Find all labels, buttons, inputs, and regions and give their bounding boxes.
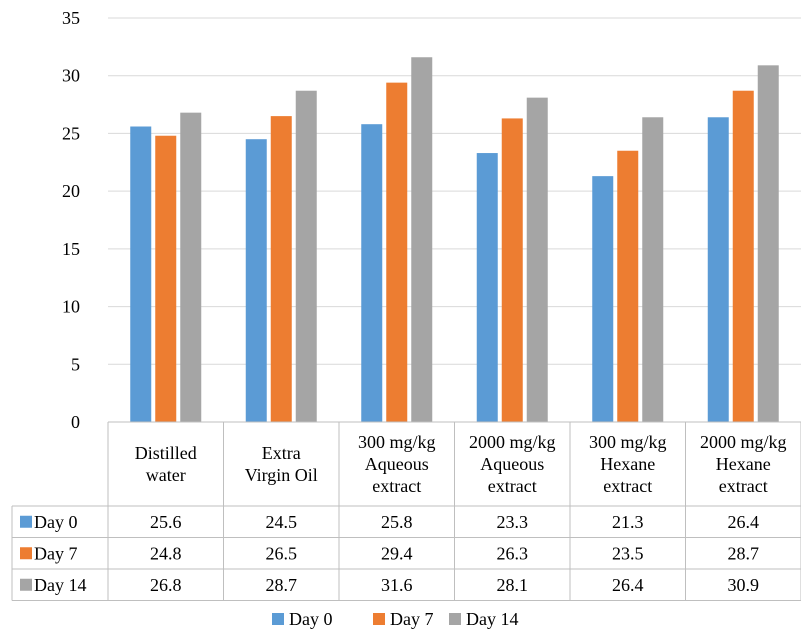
y-tick-label: 20 xyxy=(62,181,80,201)
category-label: water xyxy=(146,465,186,485)
data-label: 25.8 xyxy=(381,512,413,532)
category-label: 2000 mg/kg xyxy=(469,432,556,452)
category-label: Hexane xyxy=(600,454,655,474)
y-tick-label: 10 xyxy=(62,297,80,317)
bar-day-0 xyxy=(592,176,614,422)
bar-day-14 xyxy=(642,117,664,423)
bar-day-0 xyxy=(361,124,383,423)
category-label: extract xyxy=(603,476,652,496)
bars xyxy=(130,57,779,423)
category-label: extract xyxy=(488,476,537,496)
bar-day-14 xyxy=(411,57,433,422)
data-label: 28.1 xyxy=(497,575,529,595)
legend-swatch xyxy=(449,613,461,625)
bar-day-14 xyxy=(295,90,317,422)
table-series-name: Day 7 xyxy=(34,543,78,563)
table-legend-key xyxy=(20,515,32,528)
y-tick-label: 0 xyxy=(71,412,80,432)
category-label: Aqueous xyxy=(365,454,429,474)
category-label: Aqueous xyxy=(480,454,544,474)
y-axis: 0 5 10 15 20 25 30 35 xyxy=(62,8,80,432)
category-label: extract xyxy=(372,476,421,496)
data-label: 23.3 xyxy=(497,512,529,532)
table-legend-key xyxy=(20,547,32,560)
legend-swatch xyxy=(373,613,385,625)
legend-label: Day 7 xyxy=(390,609,434,629)
bar-day-7 xyxy=(501,118,523,423)
bar-day-7 xyxy=(270,116,292,422)
table-legend-key xyxy=(20,578,32,591)
legend-swatch xyxy=(272,613,284,625)
data-label: 30.9 xyxy=(728,575,760,595)
legend-label: Day 14 xyxy=(466,609,519,629)
category-label: Extra xyxy=(262,443,301,463)
data-label: 26.5 xyxy=(266,543,298,563)
gridlines xyxy=(108,17,801,365)
data-label: 25.6 xyxy=(150,512,182,532)
data-label: 28.7 xyxy=(266,575,298,595)
data-label: 26.4 xyxy=(612,575,644,595)
data-label: 26.8 xyxy=(150,575,182,595)
y-tick-label: 30 xyxy=(62,66,80,86)
bar-day-0 xyxy=(707,117,729,423)
table-series-name: Day 14 xyxy=(34,575,87,595)
data-label: 21.3 xyxy=(612,512,644,532)
legend: Day 0 Day 7 Day 14 xyxy=(272,609,519,629)
data-label: 28.7 xyxy=(728,543,760,563)
legend-label: Day 0 xyxy=(289,609,333,629)
bar-day-14 xyxy=(180,112,202,422)
category-label: Virgin Oil xyxy=(245,465,318,485)
data-label: 26.4 xyxy=(728,512,760,532)
y-tick-label: 35 xyxy=(62,8,80,28)
category-label: Distilled xyxy=(135,443,197,463)
data-label: 31.6 xyxy=(381,575,413,595)
data-label: 24.8 xyxy=(150,543,182,563)
bar-day-7 xyxy=(386,82,408,422)
bar-day-14 xyxy=(526,97,548,422)
bar-day-7 xyxy=(617,150,639,422)
y-tick-label: 25 xyxy=(62,123,80,143)
table-series-name: Day 0 xyxy=(34,512,78,532)
category-label: 2000 mg/kg xyxy=(700,432,787,452)
category-label: extract xyxy=(719,476,768,496)
y-tick-label: 15 xyxy=(62,239,80,259)
bar-day-0 xyxy=(130,126,152,422)
category-label: 300 mg/kg xyxy=(589,432,667,452)
data-label: 26.3 xyxy=(497,543,529,563)
bar-day-14 xyxy=(757,65,779,422)
bar-day-7 xyxy=(155,135,177,423)
data-label: 23.5 xyxy=(612,543,644,563)
bar-day-0 xyxy=(476,153,498,422)
bar-day-7 xyxy=(732,90,754,422)
category-label: Hexane xyxy=(716,454,771,474)
data-label: 24.5 xyxy=(266,512,298,532)
category-label: 300 mg/kg xyxy=(358,432,436,452)
y-tick-label: 5 xyxy=(71,354,80,374)
bar-day-0 xyxy=(245,139,267,422)
data-label: 29.4 xyxy=(381,543,413,563)
